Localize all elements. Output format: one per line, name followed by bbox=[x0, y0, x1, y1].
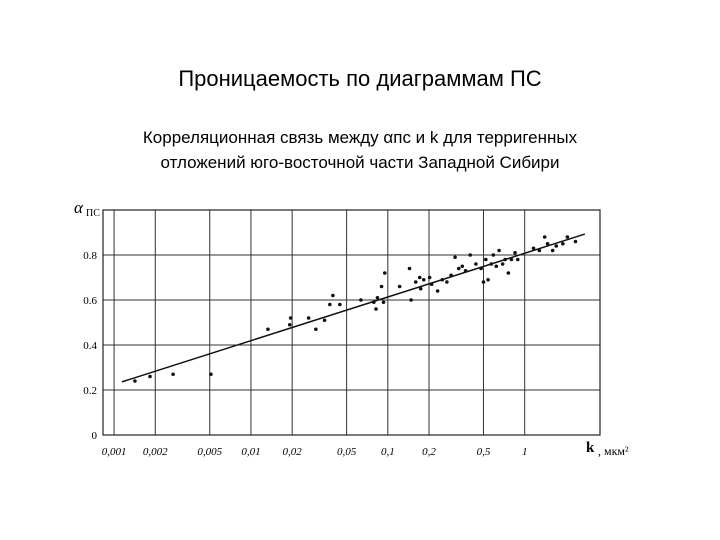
data-point bbox=[381, 300, 386, 305]
x-tick-label: 0,02 bbox=[283, 446, 303, 458]
x-tick-label: 0,2 bbox=[422, 446, 436, 458]
data-point bbox=[306, 316, 311, 320]
data-point bbox=[359, 298, 363, 302]
y-axis-label-sub: ПС bbox=[86, 208, 100, 219]
slide-title: Проницаемость по диаграммам ПС bbox=[178, 66, 541, 91]
data-point bbox=[491, 253, 496, 257]
data-point bbox=[209, 372, 213, 377]
x-tick-label: 0,05 bbox=[337, 446, 357, 458]
x-axis-label: k bbox=[586, 440, 595, 456]
data-point bbox=[460, 264, 465, 269]
data-point bbox=[288, 316, 293, 320]
data-point bbox=[545, 241, 550, 246]
data-point bbox=[440, 277, 445, 282]
data-point bbox=[375, 295, 380, 300]
data-point bbox=[328, 302, 332, 307]
data-point bbox=[542, 235, 547, 239]
data-point bbox=[409, 298, 413, 302]
x-tick-label: 0,005 bbox=[197, 446, 222, 458]
data-point bbox=[554, 244, 559, 248]
data-point bbox=[484, 257, 488, 262]
plot-frame bbox=[102, 209, 601, 436]
data-point bbox=[322, 318, 327, 323]
data-point bbox=[456, 266, 461, 271]
x-axis-unit: , мкм² bbox=[598, 444, 629, 458]
data-point bbox=[531, 246, 536, 251]
data-point bbox=[372, 300, 376, 305]
data-point bbox=[379, 284, 384, 289]
data-point bbox=[500, 262, 505, 266]
subtitle-line: отложений юго-восточной части Западной С… bbox=[160, 153, 559, 172]
data-point bbox=[513, 250, 517, 255]
data-point bbox=[489, 262, 494, 266]
data-point bbox=[506, 271, 511, 275]
data-point bbox=[449, 273, 453, 278]
data-point bbox=[314, 327, 318, 332]
data-point bbox=[374, 307, 378, 311]
x-tick-label: 1 bbox=[522, 446, 528, 458]
y-tick-label: 0.6 bbox=[83, 295, 97, 307]
data-point bbox=[479, 266, 483, 271]
data-point bbox=[418, 286, 423, 291]
data-point bbox=[474, 262, 478, 266]
data-point bbox=[413, 280, 418, 284]
y-tick-label: 0 bbox=[92, 430, 98, 442]
data-point bbox=[453, 255, 457, 260]
subtitle-line: Корреляционная связь между αпс и k для т… bbox=[143, 128, 578, 147]
data-point bbox=[287, 322, 292, 327]
data-point bbox=[133, 379, 137, 383]
y-tick-label: 0.2 bbox=[83, 385, 97, 397]
data-point bbox=[486, 277, 490, 282]
data-point bbox=[537, 248, 542, 253]
data-point bbox=[445, 280, 449, 284]
data-point bbox=[497, 248, 501, 253]
data-point bbox=[397, 284, 402, 289]
data-point bbox=[515, 257, 520, 262]
data-point bbox=[266, 327, 270, 332]
data-point bbox=[509, 257, 514, 262]
data-point bbox=[407, 266, 412, 271]
data-point bbox=[468, 253, 473, 257]
data-point bbox=[427, 275, 432, 280]
data-point bbox=[421, 277, 426, 282]
data-point bbox=[338, 302, 342, 307]
data-point bbox=[435, 289, 440, 293]
data-point bbox=[148, 374, 152, 379]
data-point bbox=[417, 275, 422, 280]
y-tick-label: 0.4 bbox=[83, 340, 97, 352]
data-point bbox=[503, 257, 507, 262]
trend-line bbox=[121, 233, 586, 383]
x-tick-label: 0,5 bbox=[477, 446, 491, 458]
data-point bbox=[573, 239, 578, 244]
y-tick-label: 0.8 bbox=[83, 250, 97, 262]
data-point bbox=[561, 241, 565, 246]
y-axis-label: α bbox=[74, 198, 84, 217]
x-tick-label: 0,1 bbox=[381, 446, 395, 458]
data-point bbox=[382, 271, 387, 275]
data-point bbox=[481, 280, 486, 284]
data-point bbox=[565, 235, 570, 239]
data-point bbox=[429, 282, 434, 287]
x-tick-label: 0,001 bbox=[102, 446, 127, 458]
data-point bbox=[494, 264, 499, 269]
x-tick-label: 0,002 bbox=[143, 446, 168, 458]
data-point bbox=[331, 293, 335, 298]
data-point bbox=[171, 372, 175, 377]
x-tick-label: 0,01 bbox=[241, 446, 260, 458]
data-point bbox=[550, 248, 555, 253]
data-point bbox=[463, 268, 468, 273]
